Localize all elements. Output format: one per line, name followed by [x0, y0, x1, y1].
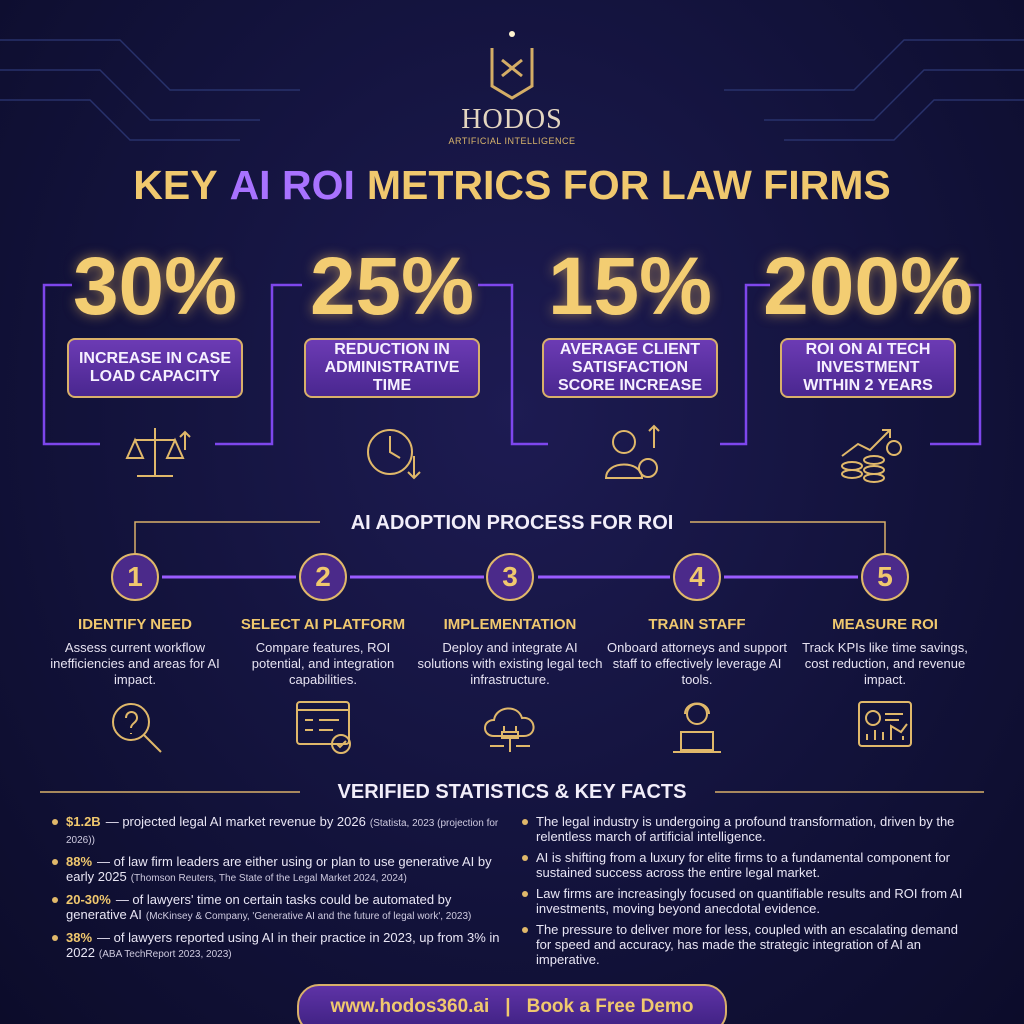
step-description: Track KPIs like time savings, cost reduc…: [802, 640, 968, 687]
insight: Law firms are increasingly focused on qu…: [520, 886, 970, 916]
title-text: KEY: [133, 162, 218, 208]
fact-text: — projected legal AI market revenue by 2…: [105, 814, 366, 829]
icon: [841, 429, 902, 483]
metric-label: INCREASE IN CASE LOAD CAPACITY: [67, 338, 243, 398]
metric-value: 200%: [763, 241, 973, 332]
section-title: VERIFIED STATISTICS & KEY FACTS: [337, 781, 687, 803]
fact: 38% — of lawyers reported using AI in the…: [50, 930, 510, 962]
tagline: ARTIFICIAL INTELLIGENCE: [448, 136, 576, 146]
fact-text: — of law firm leaders are either using o…: [66, 854, 492, 884]
metric-label: ROI ON AI TECH INVESTMENT WITHIN 2 YEARS: [780, 338, 956, 398]
metric-label: REDUCTION IN ADMINISTRATIVE TIME: [304, 338, 480, 398]
fact-source: (ABA TechReport 2023, 2023): [98, 949, 232, 960]
fact-text: — of lawyers reported using AI in their …: [66, 930, 500, 960]
icon: [484, 707, 535, 752]
step-number: 5: [861, 553, 909, 601]
metric-value: 30%: [72, 241, 238, 332]
icon: [673, 702, 721, 753]
fact: 20-30% — of lawyers' time on certain task…: [50, 892, 510, 924]
metric-value: 15%: [547, 241, 713, 332]
step-title: IDENTIFY NEED: [78, 616, 192, 633]
fact-text: — of lawyers' time on certain tasks coul…: [66, 892, 452, 922]
title: KEY AI ROI METRICS FOR LAW FIRMS: [0, 162, 1024, 209]
icon: [296, 701, 351, 754]
fact: 88% — of law firm leaders are either usin…: [50, 854, 510, 886]
fact-highlight: 20-30%: [66, 892, 111, 907]
icon: [858, 701, 912, 747]
brand: HODOS: [461, 104, 563, 135]
fact-source: (McKinsey & Company, 'Generative AI and …: [145, 911, 472, 922]
footer: www.hodos360.ai | Book a Free Demo: [297, 984, 727, 1024]
insight: AI is shifting from a luxury for elite f…: [520, 850, 970, 880]
icon: [112, 703, 162, 753]
separator: |: [505, 996, 511, 1017]
step-number: 4: [673, 553, 721, 601]
step-number: 1: [111, 553, 159, 601]
icon: [125, 428, 191, 477]
metric-value: 25%: [309, 241, 475, 332]
metric-label: AVERAGE CLIENT SATISFACTION SCORE INCREA…: [542, 338, 718, 398]
fact-source: (Statista, 2023 (projection for 2026)): [66, 818, 499, 846]
fact-source: (Thomson Reuters, The State of the Legal…: [130, 873, 407, 884]
step-title: MEASURE ROI: [832, 616, 938, 633]
step-number: 3: [486, 553, 534, 601]
title-text: METRICS FOR LAW FIRMS: [366, 162, 891, 208]
facts-list: $1.2B — projected legal AI market revenue…: [50, 814, 510, 968]
step-title: TRAIN STAFF: [648, 616, 746, 633]
step-title: IMPLEMENTATION: [443, 616, 577, 633]
insight: The legal industry is undergoing a profo…: [520, 814, 970, 844]
step-description: Assess current workflow inefficiencies a…: [50, 640, 220, 687]
step-number: 2: [299, 553, 347, 601]
fact: $1.2B — projected legal AI market revenue…: [50, 814, 510, 848]
cta[interactable]: Book a Free Demo: [526, 996, 694, 1017]
title-highlight: AI ROI: [229, 162, 355, 208]
fact-highlight: 88%: [66, 854, 93, 869]
icon: [367, 429, 421, 480]
fact-highlight: $1.2B: [66, 814, 101, 829]
insights-list: The legal industry is undergoing a profo…: [520, 814, 970, 973]
insight: The pressure to deliver more for less, c…: [520, 922, 970, 967]
section-title: AI ADOPTION PROCESS FOR ROI: [350, 512, 674, 534]
step-description: Onboard attorneys and support staff to e…: [607, 640, 787, 687]
url[interactable]: www.hodos360.ai: [330, 996, 490, 1017]
step-title: SELECT AI PLATFORM: [240, 616, 406, 633]
icon: [604, 424, 660, 479]
step-description: Deploy and integrate AI solutions with e…: [417, 640, 603, 687]
step-description: Compare features, ROI potential, and int…: [251, 640, 395, 687]
fact-highlight: 38%: [66, 930, 93, 945]
